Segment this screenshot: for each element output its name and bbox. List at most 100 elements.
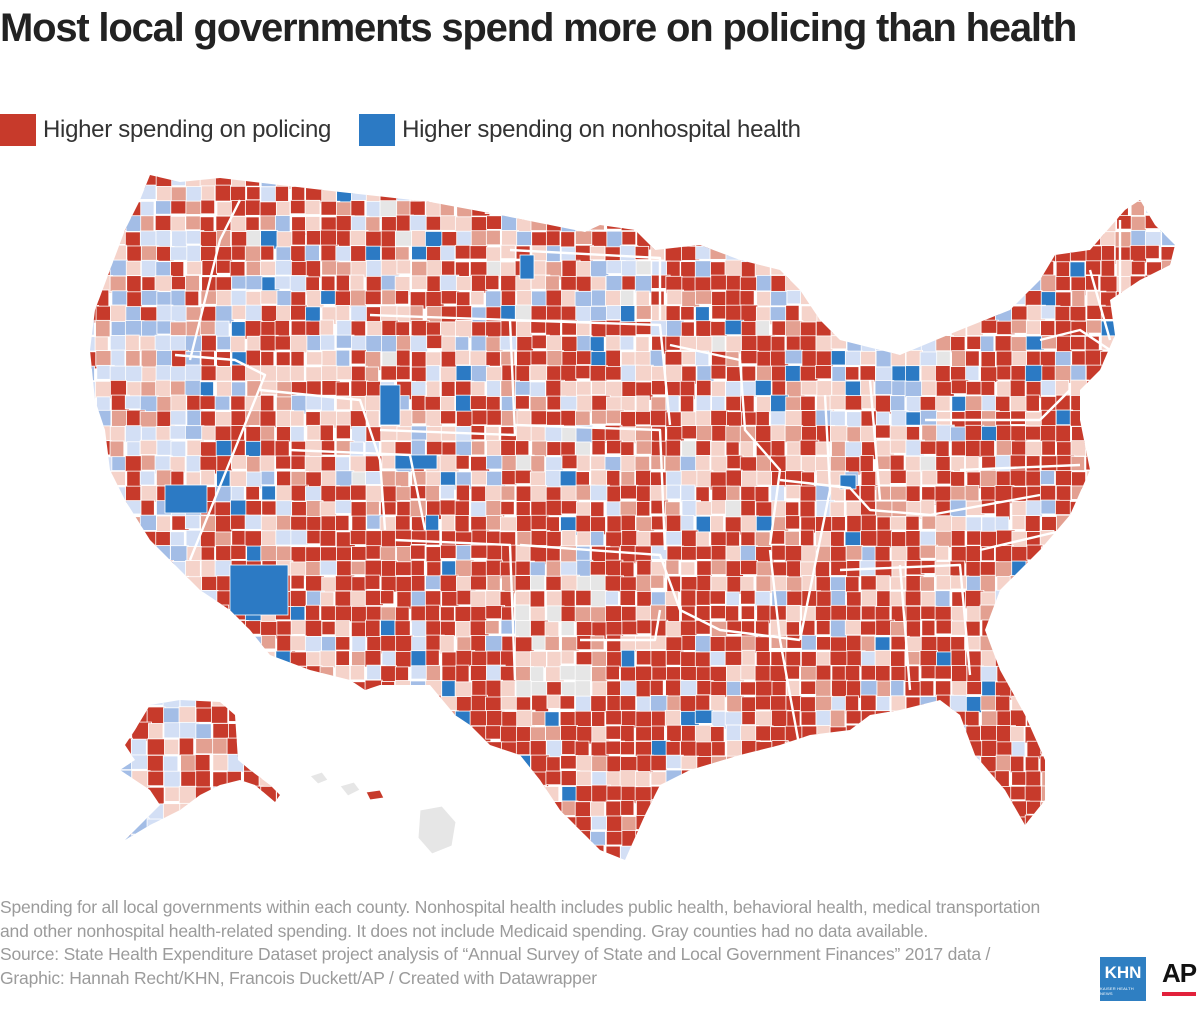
county-cell	[260, 425, 275, 442]
county-cell	[90, 381, 96, 401]
county-cell	[741, 831, 759, 847]
county-cell	[126, 696, 147, 715]
county-cell	[139, 544, 156, 559]
county-cell	[1040, 485, 1057, 502]
county-cell	[891, 380, 907, 396]
county-cell	[996, 576, 1015, 593]
county-cell	[994, 650, 1011, 669]
county-cell	[305, 216, 321, 233]
county-cell	[1176, 710, 1191, 727]
county-cell	[155, 861, 172, 874]
county-cell	[831, 814, 851, 829]
county-cell	[575, 514, 592, 533]
county-cell	[440, 620, 456, 637]
county-cell	[394, 529, 413, 548]
county-cell	[799, 214, 816, 232]
county-cell	[261, 681, 280, 696]
county-cell	[1116, 305, 1132, 321]
county-cell	[965, 620, 981, 637]
county-cell	[1176, 502, 1195, 517]
county-cell	[110, 560, 128, 580]
county-cell	[259, 394, 275, 412]
county-cell	[90, 530, 98, 548]
county-cell	[455, 544, 472, 561]
county-cell	[740, 230, 758, 246]
county-cell	[980, 184, 998, 202]
county-cell	[90, 455, 100, 474]
county-cell	[949, 694, 968, 713]
county-cell	[921, 771, 937, 792]
county-cell	[155, 426, 171, 442]
county-cell	[334, 605, 353, 622]
county-cell	[995, 815, 1012, 832]
county-cell	[756, 230, 771, 250]
county-cell	[147, 786, 165, 805]
county-cell	[169, 680, 187, 701]
county-cell	[936, 230, 952, 248]
county-cell	[1176, 620, 1189, 634]
note-line-1: Spending for all local governments withi…	[0, 897, 1041, 917]
county-cell	[170, 620, 189, 641]
county-cell	[965, 830, 984, 849]
county-cell	[1101, 711, 1120, 727]
county-cell	[350, 725, 367, 746]
county-cell	[1085, 364, 1103, 381]
khn-logo-text: KHN	[1104, 962, 1142, 982]
county-cell	[1055, 696, 1072, 714]
county-cell	[829, 275, 848, 292]
county-cell	[605, 710, 623, 726]
county-cell	[259, 722, 278, 742]
county-cell	[786, 771, 801, 791]
county-cell	[321, 829, 339, 849]
county-cell	[965, 770, 986, 786]
county-cell	[1177, 547, 1192, 565]
county-cell	[724, 816, 740, 835]
county-cell	[1130, 260, 1146, 276]
county-cell	[681, 185, 700, 206]
county-cell	[199, 395, 217, 410]
county-cell	[516, 175, 536, 191]
county-cell	[875, 575, 891, 592]
county-cell	[1116, 184, 1135, 203]
county-cell	[665, 175, 681, 188]
county-cell	[891, 801, 912, 819]
county-cell	[740, 175, 756, 189]
county-cell	[875, 305, 895, 322]
county-cell	[769, 784, 784, 799]
county-cell	[1041, 816, 1060, 834]
county-cell	[95, 216, 110, 232]
county-cell	[875, 829, 893, 849]
county-cell	[379, 200, 399, 218]
note-line-3: Source: State Health Expenditure Dataset…	[0, 944, 991, 964]
county-cell	[179, 802, 199, 824]
county-cell	[1086, 861, 1100, 878]
legend-swatch-health	[359, 114, 396, 146]
county-cell	[1130, 334, 1148, 353]
county-cell	[275, 529, 294, 546]
county-cell	[711, 785, 725, 801]
county-cell	[561, 861, 577, 874]
county-cell	[484, 185, 500, 201]
county-cell	[109, 709, 128, 726]
county-cell	[425, 365, 441, 384]
county-cell	[545, 456, 564, 472]
county-cell	[515, 754, 531, 772]
county-cell	[966, 755, 981, 773]
county-cell	[440, 305, 458, 323]
county-cell	[409, 214, 427, 233]
county-cell	[1116, 800, 1133, 816]
county-cell	[665, 799, 683, 819]
county-cell	[1086, 755, 1103, 772]
county-cell	[1070, 395, 1089, 414]
county-cell	[1115, 666, 1134, 686]
county-cell	[1115, 175, 1134, 186]
county-cell	[666, 830, 682, 848]
county-cell	[90, 574, 99, 594]
county-cell	[245, 486, 260, 501]
county-cell	[110, 830, 126, 850]
county-cell	[440, 861, 458, 877]
county-cell	[829, 185, 844, 204]
county-cell	[485, 696, 503, 713]
county-cell	[966, 606, 982, 622]
county-cell	[860, 844, 875, 860]
